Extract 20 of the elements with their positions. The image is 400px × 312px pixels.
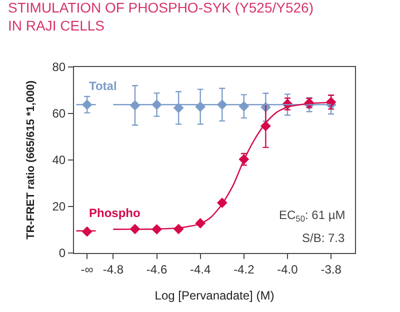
x-tick-label: -4.6 (146, 262, 168, 276)
y-tick-label: 40 (52, 153, 66, 168)
x-tick-label: -4.2 (234, 262, 255, 276)
annotation: EC$_{50}$: 61 µM (279, 208, 346, 224)
y-axis-title: TR-FRET ratio (665/615 *1,000) (24, 80, 37, 240)
x-tick-label: -4.8 (102, 262, 124, 276)
x-tick-label: -3.8 (320, 262, 342, 276)
y-tick-label: 0 (58, 246, 66, 260)
chart-title: STIMULATION OF PHOSPHO-SYK (Y525/Y526) IN RAJI CELLS (8, 0, 314, 34)
x-tick-label: -4.4 (190, 262, 211, 276)
annotation: S/B: 7.3 (302, 231, 346, 245)
x-tick-label: -∞ (80, 262, 94, 276)
x-axis-title: Log [Pervanadate] (M) (154, 288, 274, 302)
point (173, 102, 184, 114)
y-tick-label: 20 (52, 200, 66, 214)
y-tick-label: 80 (52, 60, 66, 74)
y-tick-label: 60 (52, 106, 66, 121)
series-label: Total (89, 79, 117, 93)
series-label: Phospho (89, 206, 140, 220)
x-tick-label: -4.0 (277, 262, 298, 276)
